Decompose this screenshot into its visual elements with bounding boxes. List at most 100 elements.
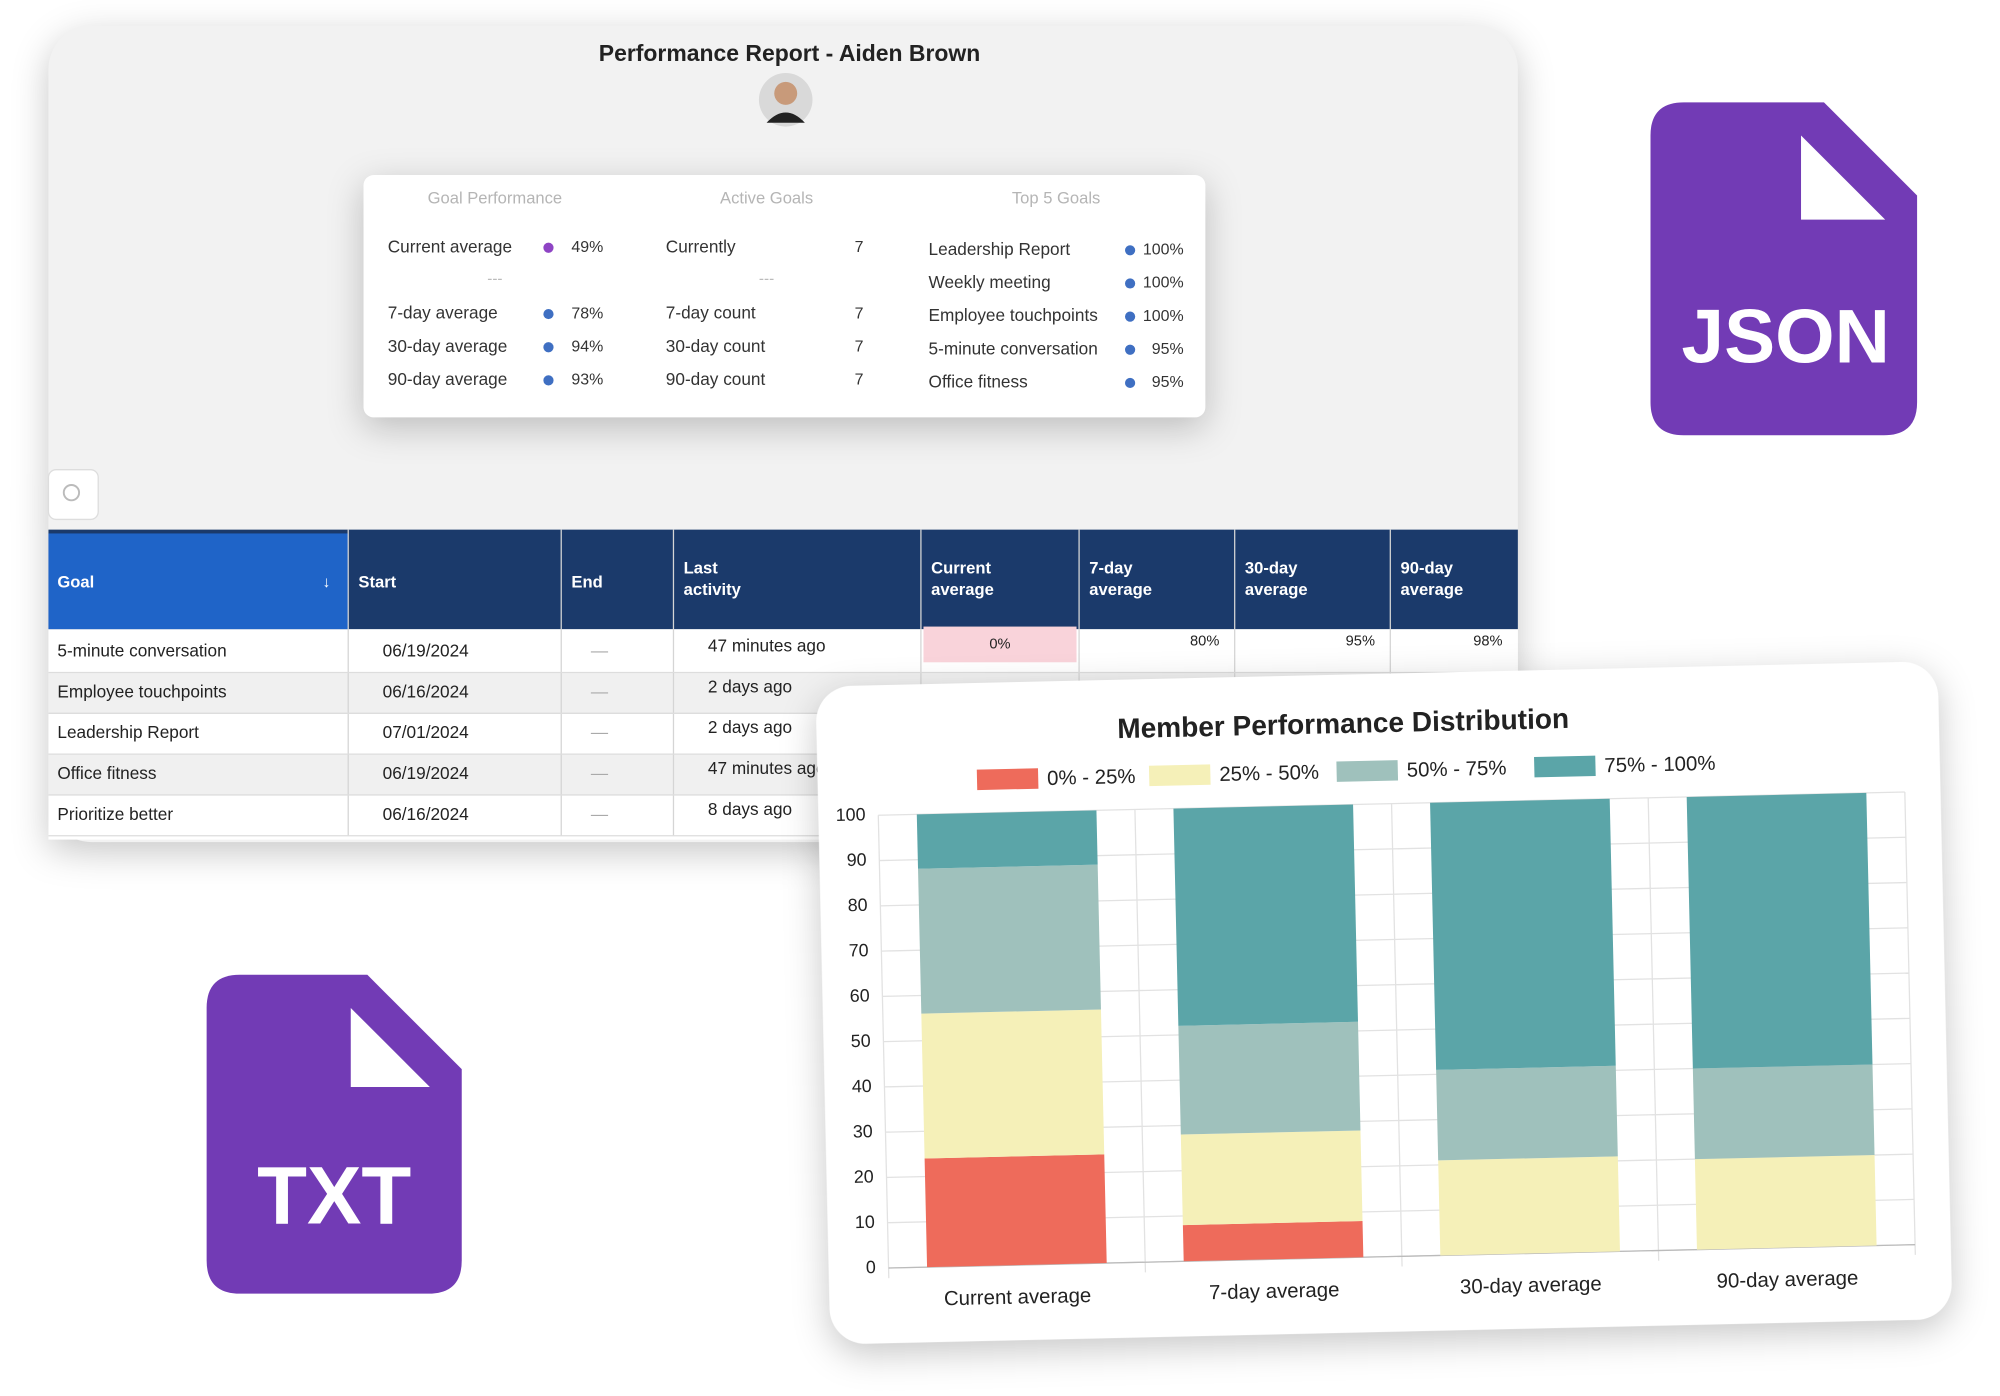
table-header-label[interactable]: 90-day (1401, 559, 1454, 578)
table-header-label[interactable]: average (1401, 580, 1464, 599)
summary-value: 7 (855, 338, 864, 355)
summary-dot (1125, 311, 1136, 322)
table-cell: — (591, 681, 609, 701)
summary-value: 94% (571, 338, 603, 355)
legend-swatch[interactable] (1148, 764, 1211, 787)
legend-label[interactable]: 0% - 25% (1047, 766, 1136, 790)
table-cell: 47 minutes ago (708, 758, 826, 778)
y-tick-label: 0 (866, 1257, 876, 1277)
bar-segment (1178, 1021, 1361, 1135)
table-header-label[interactable]: average (1089, 580, 1152, 599)
summary-dot (1125, 344, 1136, 355)
report-title: Performance Report - Aiden Brown (599, 40, 980, 66)
x-tick-label: 90-day average (1716, 1268, 1858, 1293)
txt-file-icon (206, 974, 462, 1294)
table-cell: 0% (989, 636, 1010, 652)
table-cell: 8 days ago (708, 799, 792, 819)
summary-value: 95% (1152, 341, 1184, 358)
summary-heading: Goal Performance (428, 189, 563, 208)
legend-label[interactable]: 25% - 50% (1219, 762, 1319, 786)
summary-value: 7 (855, 305, 864, 322)
summary-value: 7 (855, 239, 864, 256)
x-tick-label: Current average (944, 1285, 1092, 1310)
legend-swatch[interactable] (976, 768, 1039, 791)
y-tick-label: 10 (855, 1212, 875, 1232)
low-score-cell (923, 626, 1077, 663)
summary-card (363, 175, 1206, 418)
summary-label: Weekly meeting (929, 272, 1051, 292)
report-card: Performance Report - Aiden Brown Goal Pe… (47, 25, 1518, 843)
legend-label[interactable]: 50% - 75% (1407, 758, 1507, 782)
bar-segment (1694, 1155, 1877, 1250)
table-header-label[interactable]: average (1245, 580, 1308, 599)
table-cell: — (591, 763, 609, 783)
grid-line-vertical (1904, 791, 1916, 1255)
table-cell: 47 minutes ago (708, 636, 826, 656)
y-tick-label: 70 (849, 940, 869, 960)
table-cell: 07/01/2024 (383, 722, 470, 742)
bar-segment (1180, 1130, 1363, 1226)
y-tick-label: 50 (851, 1031, 871, 1051)
table-header-label[interactable]: Start (358, 573, 396, 592)
bar-segment (916, 810, 1098, 869)
table-header-label[interactable]: 7-day (1089, 559, 1133, 578)
y-tick-label: 40 (852, 1076, 872, 1096)
legend-swatch[interactable] (1336, 760, 1399, 782)
table-cell: Employee touchpoints (57, 681, 226, 701)
summary-dot (1125, 278, 1136, 289)
table-header-label[interactable]: End (571, 573, 602, 592)
avatar-face (774, 81, 798, 105)
summary-heading: Active Goals (720, 189, 813, 208)
x-tick-label: 30-day average (1460, 1273, 1602, 1298)
bar-segment (924, 1154, 1107, 1268)
summary-value: 100% (1143, 275, 1184, 292)
table-cell: — (591, 641, 609, 661)
y-tick-label: 20 (854, 1166, 874, 1186)
sorted-column-header[interactable] (48, 533, 349, 630)
grid-line-vertical (877, 815, 890, 1279)
grid-line-vertical (1647, 797, 1660, 1261)
summary-value: 100% (1143, 241, 1184, 258)
summary-dot (1125, 377, 1136, 389)
table-cell: 06/19/2024 (383, 763, 470, 783)
summary-separator: --- (759, 271, 774, 288)
table-cell: 06/16/2024 (383, 681, 470, 701)
summary-value: 78% (571, 305, 603, 322)
table-cell: 95% (1346, 634, 1375, 650)
summary-label: Current average (388, 236, 512, 256)
summary-label: Currently (666, 236, 736, 256)
json-file-fold (1801, 135, 1886, 220)
table-header-label[interactable]: activity (684, 580, 742, 599)
summary-label: 30-day average (388, 336, 508, 356)
bar-segment (1436, 1065, 1618, 1161)
file-icons: JSON TXT (206, 102, 1918, 1294)
summary-label: Office fitness (929, 371, 1028, 391)
table-header-label[interactable]: average (931, 580, 994, 599)
json-file-icon (1650, 102, 1918, 436)
table-header-label[interactable]: 30-day (1245, 559, 1298, 578)
search-button[interactable] (47, 469, 99, 521)
table-header-label[interactable]: Current (931, 559, 991, 578)
legend-label[interactable]: 75% - 100% (1604, 753, 1716, 778)
table-cell: Prioritize better (57, 804, 173, 824)
bar-segment (1438, 1156, 1620, 1256)
summary-value: 100% (1143, 308, 1184, 325)
table-header-label[interactable]: Last (684, 559, 719, 578)
legend-swatch[interactable] (1534, 755, 1596, 778)
sort-icon[interactable]: ↓ (323, 574, 331, 591)
summary-label: 7-day count (666, 303, 756, 323)
avatar-body (766, 112, 805, 123)
summary-dot (543, 308, 554, 320)
bar-segment (1686, 792, 1873, 1069)
summary-value: 7 (855, 372, 864, 389)
table-cell: 2 days ago (708, 676, 792, 696)
bar-segment (1173, 804, 1358, 1026)
summary-label: Employee touchpoints (929, 305, 1098, 325)
table-cell: Leadership Report (57, 722, 199, 742)
bar-segment (918, 864, 1101, 1014)
table-header-label[interactable]: Goal (57, 573, 94, 592)
x-tick-label: 7-day average (1209, 1279, 1340, 1304)
